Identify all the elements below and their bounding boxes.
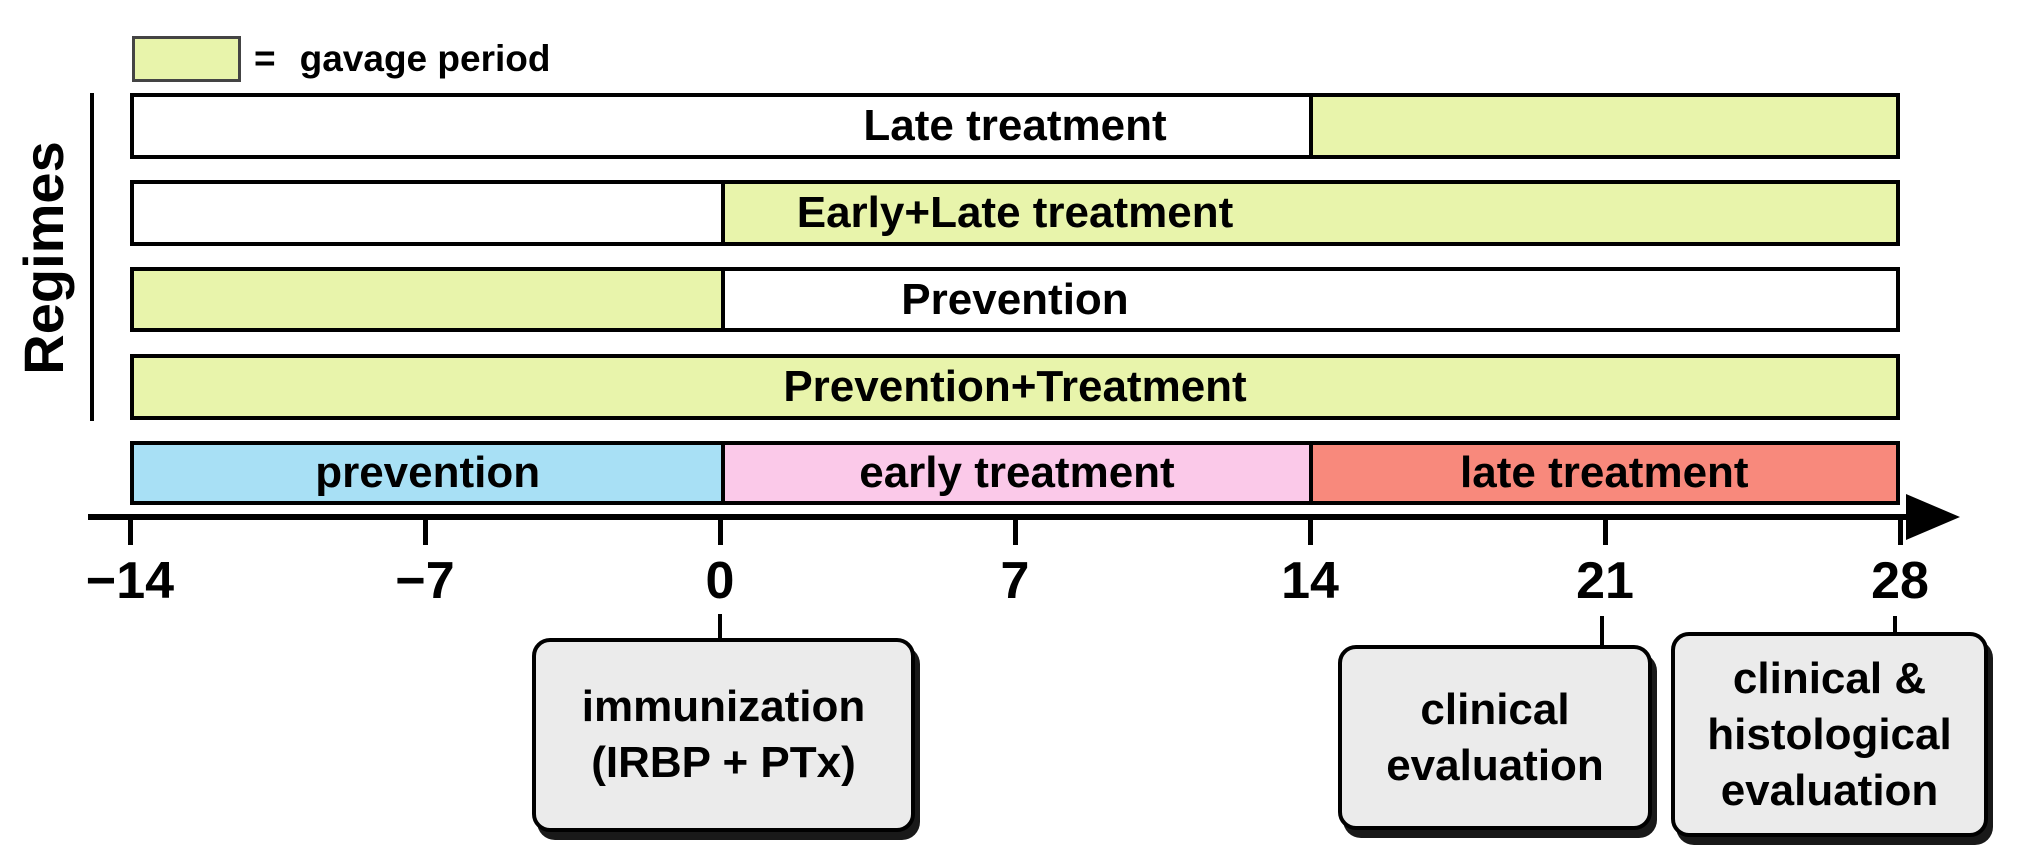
- equals-sign: =: [254, 38, 276, 79]
- regime-bar-early-late-treatment: Early+Late treatment: [130, 180, 1900, 246]
- tick-mark: [1308, 514, 1313, 545]
- regime-bar-label: Prevention: [901, 274, 1129, 324]
- annotation-line: clinical: [1420, 684, 1570, 734]
- phase-label-prevention: prevention: [315, 448, 541, 497]
- timeline-axis: [88, 514, 1910, 520]
- annotation-line: evaluation: [1386, 740, 1604, 790]
- regimes-bracket-line: [90, 93, 94, 421]
- tick-mark: [423, 514, 428, 545]
- annotation-line: (IRBP + PTx): [591, 738, 856, 787]
- phase-segment-early-treatment: early treatment: [721, 445, 1309, 501]
- tick-label: 28: [1871, 552, 1929, 610]
- connector-line-day21: [1600, 616, 1604, 648]
- gavage-segment: [134, 271, 722, 328]
- regime-bar-label: Late treatment: [863, 101, 1167, 150]
- tick-mark: [718, 514, 723, 545]
- tick-label: −14: [85, 552, 175, 610]
- regime-bar-label: Early+Late treatment: [796, 188, 1234, 237]
- phase-label-early-treatment: early treatment: [859, 448, 1175, 497]
- tick-mark: [128, 514, 133, 545]
- regime-bar-label: Prevention+Treatment: [783, 362, 1247, 411]
- blank-segment: [721, 271, 1896, 328]
- tick-label: 0: [705, 552, 735, 610]
- annotation-line: evaluation: [1720, 765, 1939, 815]
- phase-segment-prevention: prevention: [134, 445, 722, 501]
- annotation-line: immunization: [581, 682, 866, 731]
- gavage-legend-text: gavage period: [299, 38, 551, 79]
- connector-line-day28: [1893, 616, 1897, 636]
- blank-segment: [134, 184, 722, 242]
- blank-segment: [134, 97, 1309, 155]
- tick-mark: [1898, 514, 1903, 545]
- tick-label: 14: [1281, 552, 1339, 610]
- gavage-segment: [1308, 97, 1896, 155]
- tick-label: 7: [1000, 552, 1030, 610]
- annotation-line: histological: [1707, 709, 1952, 759]
- annotation-box-immunization: immunization (IRBP + PTx): [532, 638, 915, 832]
- phase-label-late-treatment: late treatment: [1460, 448, 1749, 497]
- regime-bar-prevention: Prevention: [130, 267, 1900, 332]
- gavage-legend-swatch: [132, 36, 241, 82]
- annotation-box-clinical-evaluation: clinical evaluation: [1338, 645, 1652, 830]
- tick-mark: [1013, 514, 1018, 545]
- gavage-legend-label: = gavage period: [254, 36, 550, 82]
- annotation-box-clinical-histological-evaluation: clinical & histological evaluation: [1671, 632, 1988, 837]
- annotation-line: clinical &: [1732, 653, 1927, 703]
- phase-segment-late-treatment: late treatment: [1308, 445, 1896, 501]
- regime-bar-late-treatment: Late treatment: [130, 93, 1900, 159]
- tick-label: 21: [1576, 552, 1634, 610]
- axis-arrowhead-icon: [1906, 494, 1960, 540]
- regime-bar-prevention-treatment: Prevention+Treatment: [130, 354, 1900, 420]
- regimes-axis-label: Regimes: [12, 141, 75, 375]
- tick-label: −7: [395, 552, 455, 610]
- gavage-segment: [721, 184, 1896, 242]
- gavage-segment: [134, 358, 1896, 416]
- connector-line-day0: [718, 614, 722, 642]
- tick-mark: [1603, 514, 1608, 545]
- phase-bar: prevention early treatment late treatmen…: [130, 441, 1900, 505]
